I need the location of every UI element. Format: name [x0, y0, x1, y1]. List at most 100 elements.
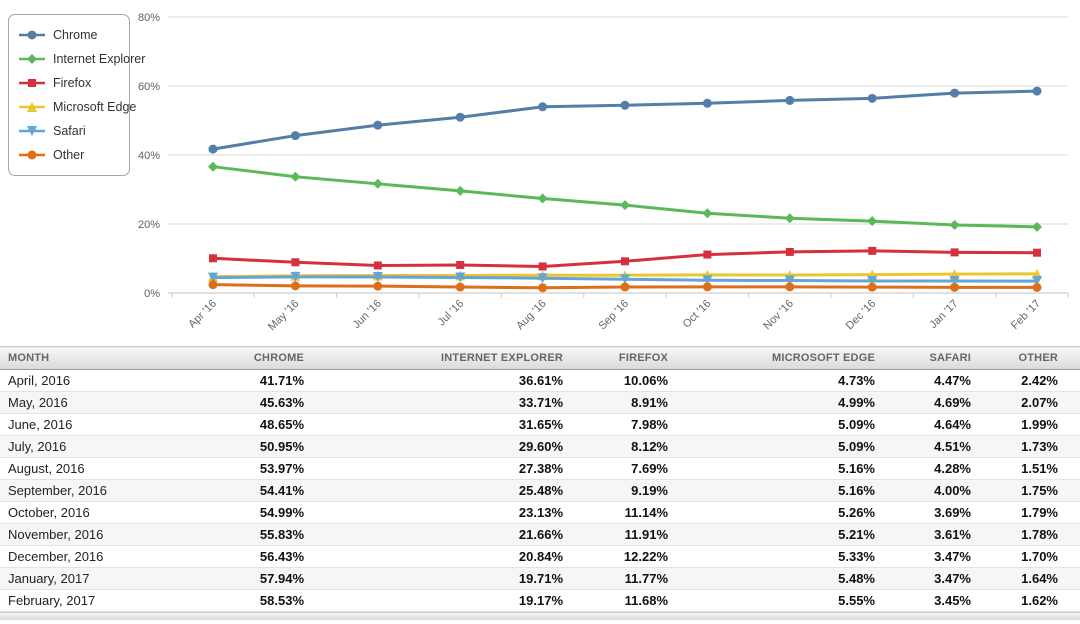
- x-axis-label: May '16: [266, 298, 301, 333]
- safari-point-marker: [867, 276, 878, 287]
- microsoft-edge-series-marker-icon: [19, 102, 45, 112]
- firefox-point-marker: [373, 261, 382, 270]
- value-cell: 27.38%: [306, 457, 565, 480]
- value-cell: 1.73%: [973, 435, 1080, 458]
- value-cell: 25.48%: [306, 479, 565, 502]
- col-header-firefox: FIREFOX: [565, 346, 670, 370]
- chart-legend: Chrome Internet Explorer Firefox Microsoft …: [8, 14, 145, 176]
- x-axis-label: Aug '16: [514, 298, 549, 333]
- value-cell: 12.22%: [565, 545, 670, 568]
- col-header-month: MONTH: [0, 346, 240, 370]
- safari-legend-marker-icon: [27, 126, 37, 136]
- table-row-january-2017: January, 2017 57.94% 19.71% 11.77% 5.48% 3.47…: [0, 567, 1080, 590]
- legend-item-internet-explorer[interactable]: Internet Explorer: [19, 47, 145, 71]
- month-cell: February, 2017: [0, 589, 240, 612]
- table-row-december-2016: December, 2016 56.43% 20.84% 12.22% 5.33% 3.4…: [0, 545, 1080, 568]
- value-cell: 45.63%: [240, 391, 306, 414]
- safari-point-marker: [208, 272, 218, 283]
- value-cell: 21.66%: [306, 523, 565, 546]
- firefox-point-marker: [456, 260, 465, 269]
- legend-item-chrome[interactable]: Chrome: [19, 23, 119, 47]
- other-point-marker: [1032, 282, 1042, 292]
- value-cell: 4.69%: [877, 391, 973, 414]
- series-other: [208, 280, 1042, 293]
- value-cell: 4.73%: [670, 369, 877, 392]
- col-header-safari: SAFARI: [877, 346, 973, 370]
- safari-series-marker-icon: [19, 126, 45, 136]
- other-point-marker: [620, 282, 630, 292]
- internet-explorer-point-marker: [949, 220, 960, 231]
- table-row-october-2016: October, 2016 54.99% 23.13% 11.14% 5.26% 3.69…: [0, 501, 1080, 524]
- x-axis-label: Jun '16: [351, 298, 384, 331]
- other-point-marker: [950, 282, 960, 292]
- internet-explorer-point-marker: [290, 171, 301, 182]
- value-cell: 3.45%: [877, 589, 973, 612]
- safari-point-marker: [1032, 276, 1042, 287]
- x-axis-label: Dec '16: [844, 298, 879, 333]
- value-cell: 5.33%: [670, 545, 877, 568]
- y-axis-label: 80%: [138, 12, 160, 24]
- firefox-point-marker: [785, 247, 794, 256]
- col-header-internet-explorer: INTERNET EXPLORER: [306, 346, 565, 370]
- value-cell: 5.09%: [670, 413, 877, 436]
- value-cell: 4.51%: [877, 435, 973, 458]
- value-cell: 5.21%: [670, 523, 877, 546]
- y-axis-label: 40%: [138, 150, 160, 162]
- other-point-marker: [702, 282, 712, 292]
- other-point-marker: [867, 282, 877, 292]
- series-line-internet-explorer: [211, 165, 1039, 229]
- value-cell: 41.71%: [240, 369, 306, 392]
- safari-point-marker: [784, 275, 795, 286]
- chrome-point-marker: [702, 98, 712, 108]
- firefox-point-marker: [291, 258, 300, 267]
- chrome-point-marker: [455, 112, 465, 122]
- month-cell: September, 2016: [0, 479, 240, 502]
- value-cell: 4.47%: [877, 369, 973, 392]
- value-cell: 48.65%: [240, 413, 306, 436]
- other-point-marker: [373, 281, 383, 291]
- month-cell: October, 2016: [0, 501, 240, 524]
- table-row-may-2016: May, 2016 45.63% 33.71% 8.91% 4.99% 4.69% 2.07…: [0, 391, 1080, 414]
- legend-item-firefox[interactable]: Firefox: [19, 71, 119, 95]
- internet-explorer-point-marker: [867, 216, 878, 227]
- value-cell: 7.69%: [565, 457, 670, 480]
- chrome-point-marker: [538, 102, 548, 112]
- chrome-point-marker: [950, 88, 960, 98]
- value-cell: 36.61%: [306, 369, 565, 392]
- value-cell: 10.06%: [565, 369, 670, 392]
- value-cell: 19.17%: [306, 589, 565, 612]
- table-row-july-2016: July, 2016 50.95% 29.60% 8.12% 5.09% 4.51% 1.7…: [0, 435, 1080, 458]
- y-axis: 0% 20% 40% 60% 80%: [138, 12, 1068, 300]
- legend-item-safari[interactable]: Safari: [19, 119, 119, 143]
- value-cell: 54.41%: [240, 479, 306, 502]
- value-cell: 11.14%: [565, 501, 670, 524]
- y-axis-label: 0%: [144, 288, 160, 300]
- legend-item-other[interactable]: Other: [19, 143, 119, 167]
- legend-label: Other: [53, 148, 85, 162]
- x-axis-label: Jul '16: [436, 298, 467, 329]
- legend-item-microsoft-edge[interactable]: Microsoft Edge: [19, 95, 136, 119]
- value-cell: 5.26%: [670, 501, 877, 524]
- safari-point-marker: [290, 271, 301, 282]
- value-cell: 4.99%: [670, 391, 877, 414]
- x-axis-label: Apr '16: [186, 298, 219, 331]
- internet-explorer-point-marker: [537, 193, 548, 204]
- value-cell: 8.91%: [565, 391, 670, 414]
- month-cell: June, 2016: [0, 413, 240, 436]
- value-cell: 23.13%: [306, 501, 565, 524]
- safari-point-marker: [620, 274, 630, 285]
- chrome-point-marker: [620, 100, 630, 110]
- x-axis-label: Sep '16: [596, 298, 631, 333]
- legend-label: Firefox: [53, 76, 92, 90]
- value-cell: 1.79%: [973, 501, 1080, 524]
- other-point-marker: [455, 282, 465, 292]
- table-row-september-2016: September, 2016 54.41% 25.48% 9.19% 5.16% 4.0…: [0, 479, 1080, 502]
- value-cell: 20.84%: [306, 545, 565, 568]
- value-cell: 33.71%: [306, 391, 565, 414]
- value-cell: 11.68%: [565, 589, 670, 612]
- value-cell: 56.43%: [240, 545, 306, 568]
- other-point-marker: [785, 282, 795, 292]
- value-cell: 58.53%: [240, 589, 306, 612]
- x-axis-label: Nov '16: [761, 298, 796, 333]
- firefox-point-marker: [868, 246, 877, 255]
